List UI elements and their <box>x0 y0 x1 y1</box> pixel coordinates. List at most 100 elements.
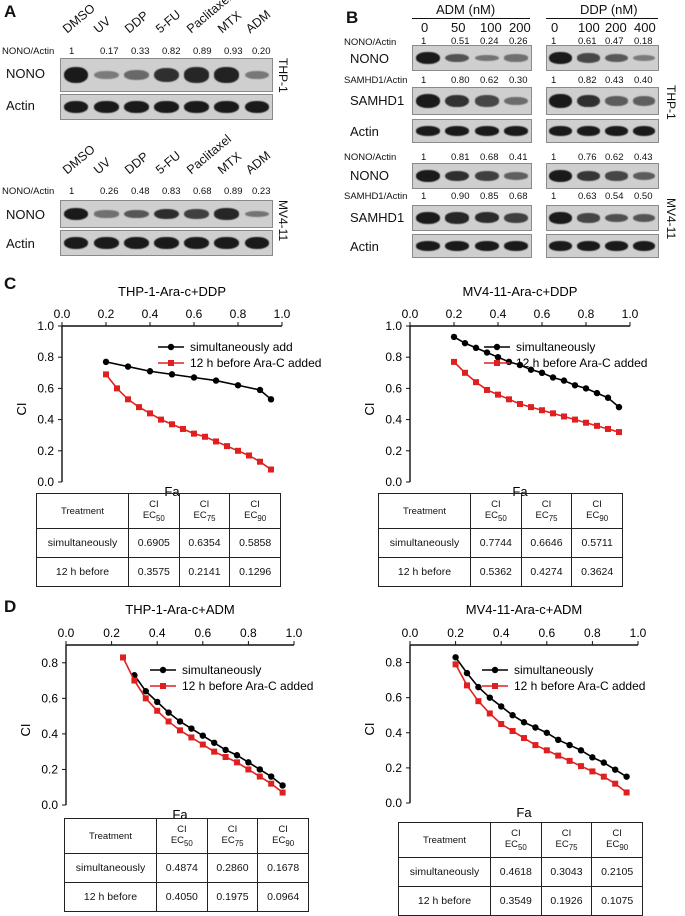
y-tick-label: 0.8 <box>37 350 54 364</box>
panel-b-mv411-actin-ddp-blot <box>546 234 659 258</box>
data-point <box>527 366 535 373</box>
data-point <box>612 766 619 773</box>
legend-label: 12 h before Ara-C added <box>514 679 645 693</box>
table-row: 12 h before 0.5362 0.4274 0.3624 <box>378 557 623 587</box>
dose-label: 50 <box>451 20 466 35</box>
y-tick-label: 0.4 <box>385 413 402 427</box>
y-tick-label: 0.6 <box>37 381 54 395</box>
treatment-label: DDP <box>122 8 152 36</box>
y-tick-label: 0.4 <box>385 726 402 740</box>
legend-label: simultaneously <box>182 663 261 677</box>
ratio-value: 0.33 <box>131 46 150 57</box>
data-point <box>234 759 240 766</box>
panel-b-mv411-samhd1-ddp-blot <box>546 205 659 231</box>
data-point <box>543 747 550 754</box>
blot-band <box>474 126 499 136</box>
data-point <box>180 425 186 432</box>
th-ec50: CI EC50 <box>156 818 208 854</box>
data-point <box>520 719 528 726</box>
panel-b-mv411-samhd1-ratio-label: SAMHD1/Actin <box>344 191 408 202</box>
ratio-value: 0.93 <box>224 46 243 57</box>
data-point <box>539 407 545 414</box>
blot-band <box>504 241 529 251</box>
y-tick-label: 0.6 <box>385 381 402 395</box>
x-tick-label: 0.0 <box>402 626 419 640</box>
blot-band <box>549 94 573 108</box>
th-ec75: CI EC75 <box>206 818 259 854</box>
panel-b-thp1-actin-ddp-blot <box>546 119 659 143</box>
data-point <box>165 709 172 716</box>
blot-band <box>577 126 600 136</box>
data-point <box>131 677 138 684</box>
data-point <box>234 382 242 389</box>
blot-band <box>93 101 119 113</box>
blot-band <box>93 70 119 80</box>
th-ec50: CI EC50 <box>128 493 180 529</box>
treatment-label: ADM <box>243 7 274 36</box>
data-point <box>495 391 501 398</box>
ratio-value: 1 <box>551 191 557 202</box>
blot-band <box>184 237 209 249</box>
ratio-value: 0.68 <box>480 152 499 163</box>
data-point <box>615 403 623 411</box>
data-point <box>211 739 218 746</box>
data-point <box>566 741 573 749</box>
blot-band <box>504 213 529 223</box>
data-point <box>571 382 579 389</box>
data-point <box>267 396 275 403</box>
ratio-value: 0.90 <box>451 191 470 202</box>
panel-a-mv411-ratio-label: NONO/Actin <box>2 186 55 197</box>
data-point <box>279 782 286 789</box>
data-point <box>543 729 550 736</box>
data-point <box>136 404 142 411</box>
blot-band <box>474 171 499 181</box>
legend-label: simultaneously <box>516 340 595 354</box>
ratio-value: 1 <box>421 152 427 163</box>
ratio-value: 0.48 <box>131 186 150 197</box>
blot-band <box>474 241 499 251</box>
treatment-label: UV <box>91 155 114 177</box>
y-tick-label: 1.0 <box>37 319 54 333</box>
ratio-value: 0.68 <box>509 191 528 202</box>
ratio-value: 0.26 <box>100 186 119 197</box>
x-tick-label: 0.4 <box>149 626 166 640</box>
ratio-value: 0.80 <box>451 75 470 86</box>
ratio-value: 1 <box>551 152 557 163</box>
panel-b-mv411-cell-line: MV4-11 <box>664 198 678 240</box>
panel-label-c: C <box>4 274 17 293</box>
data-point <box>142 695 149 702</box>
data-point <box>604 394 612 401</box>
data-point <box>505 358 513 366</box>
blot-band <box>474 54 499 62</box>
series-line <box>453 361 620 433</box>
blot-band <box>63 101 89 113</box>
treatment-label: ADM <box>243 148 274 177</box>
dose-label: 0 <box>421 20 429 35</box>
data-point <box>550 410 556 417</box>
ratio-value: 1 <box>551 75 557 86</box>
panel-b-thp1-samhd1-label: SAMHD1 <box>350 93 405 108</box>
data-point <box>246 452 252 459</box>
data-point <box>475 698 482 705</box>
th-treatment: Treatment <box>398 822 491 858</box>
blot-band <box>123 69 149 81</box>
data-point <box>623 773 630 780</box>
x-tick-label: 1.0 <box>286 626 303 640</box>
x-tick-label: 1.0 <box>274 307 291 321</box>
blot-band <box>214 237 240 249</box>
data-point <box>188 734 195 741</box>
blot-band <box>415 52 440 64</box>
ratio-value: 0.54 <box>605 191 624 202</box>
x-tick-label: 0.8 <box>240 626 257 640</box>
data-point <box>235 447 241 454</box>
panel-b-mv411-nono-label: NONO <box>350 168 389 183</box>
blot-band <box>63 208 89 220</box>
chart-title: MV4-11-Ara-c+DDP <box>463 284 578 299</box>
th-treatment: Treatment <box>378 493 471 529</box>
data-point <box>566 757 573 764</box>
data-point <box>257 458 263 465</box>
panel-label-b: B <box>346 8 359 27</box>
ratio-value: 0.24 <box>480 36 499 47</box>
blot-band <box>63 237 89 249</box>
